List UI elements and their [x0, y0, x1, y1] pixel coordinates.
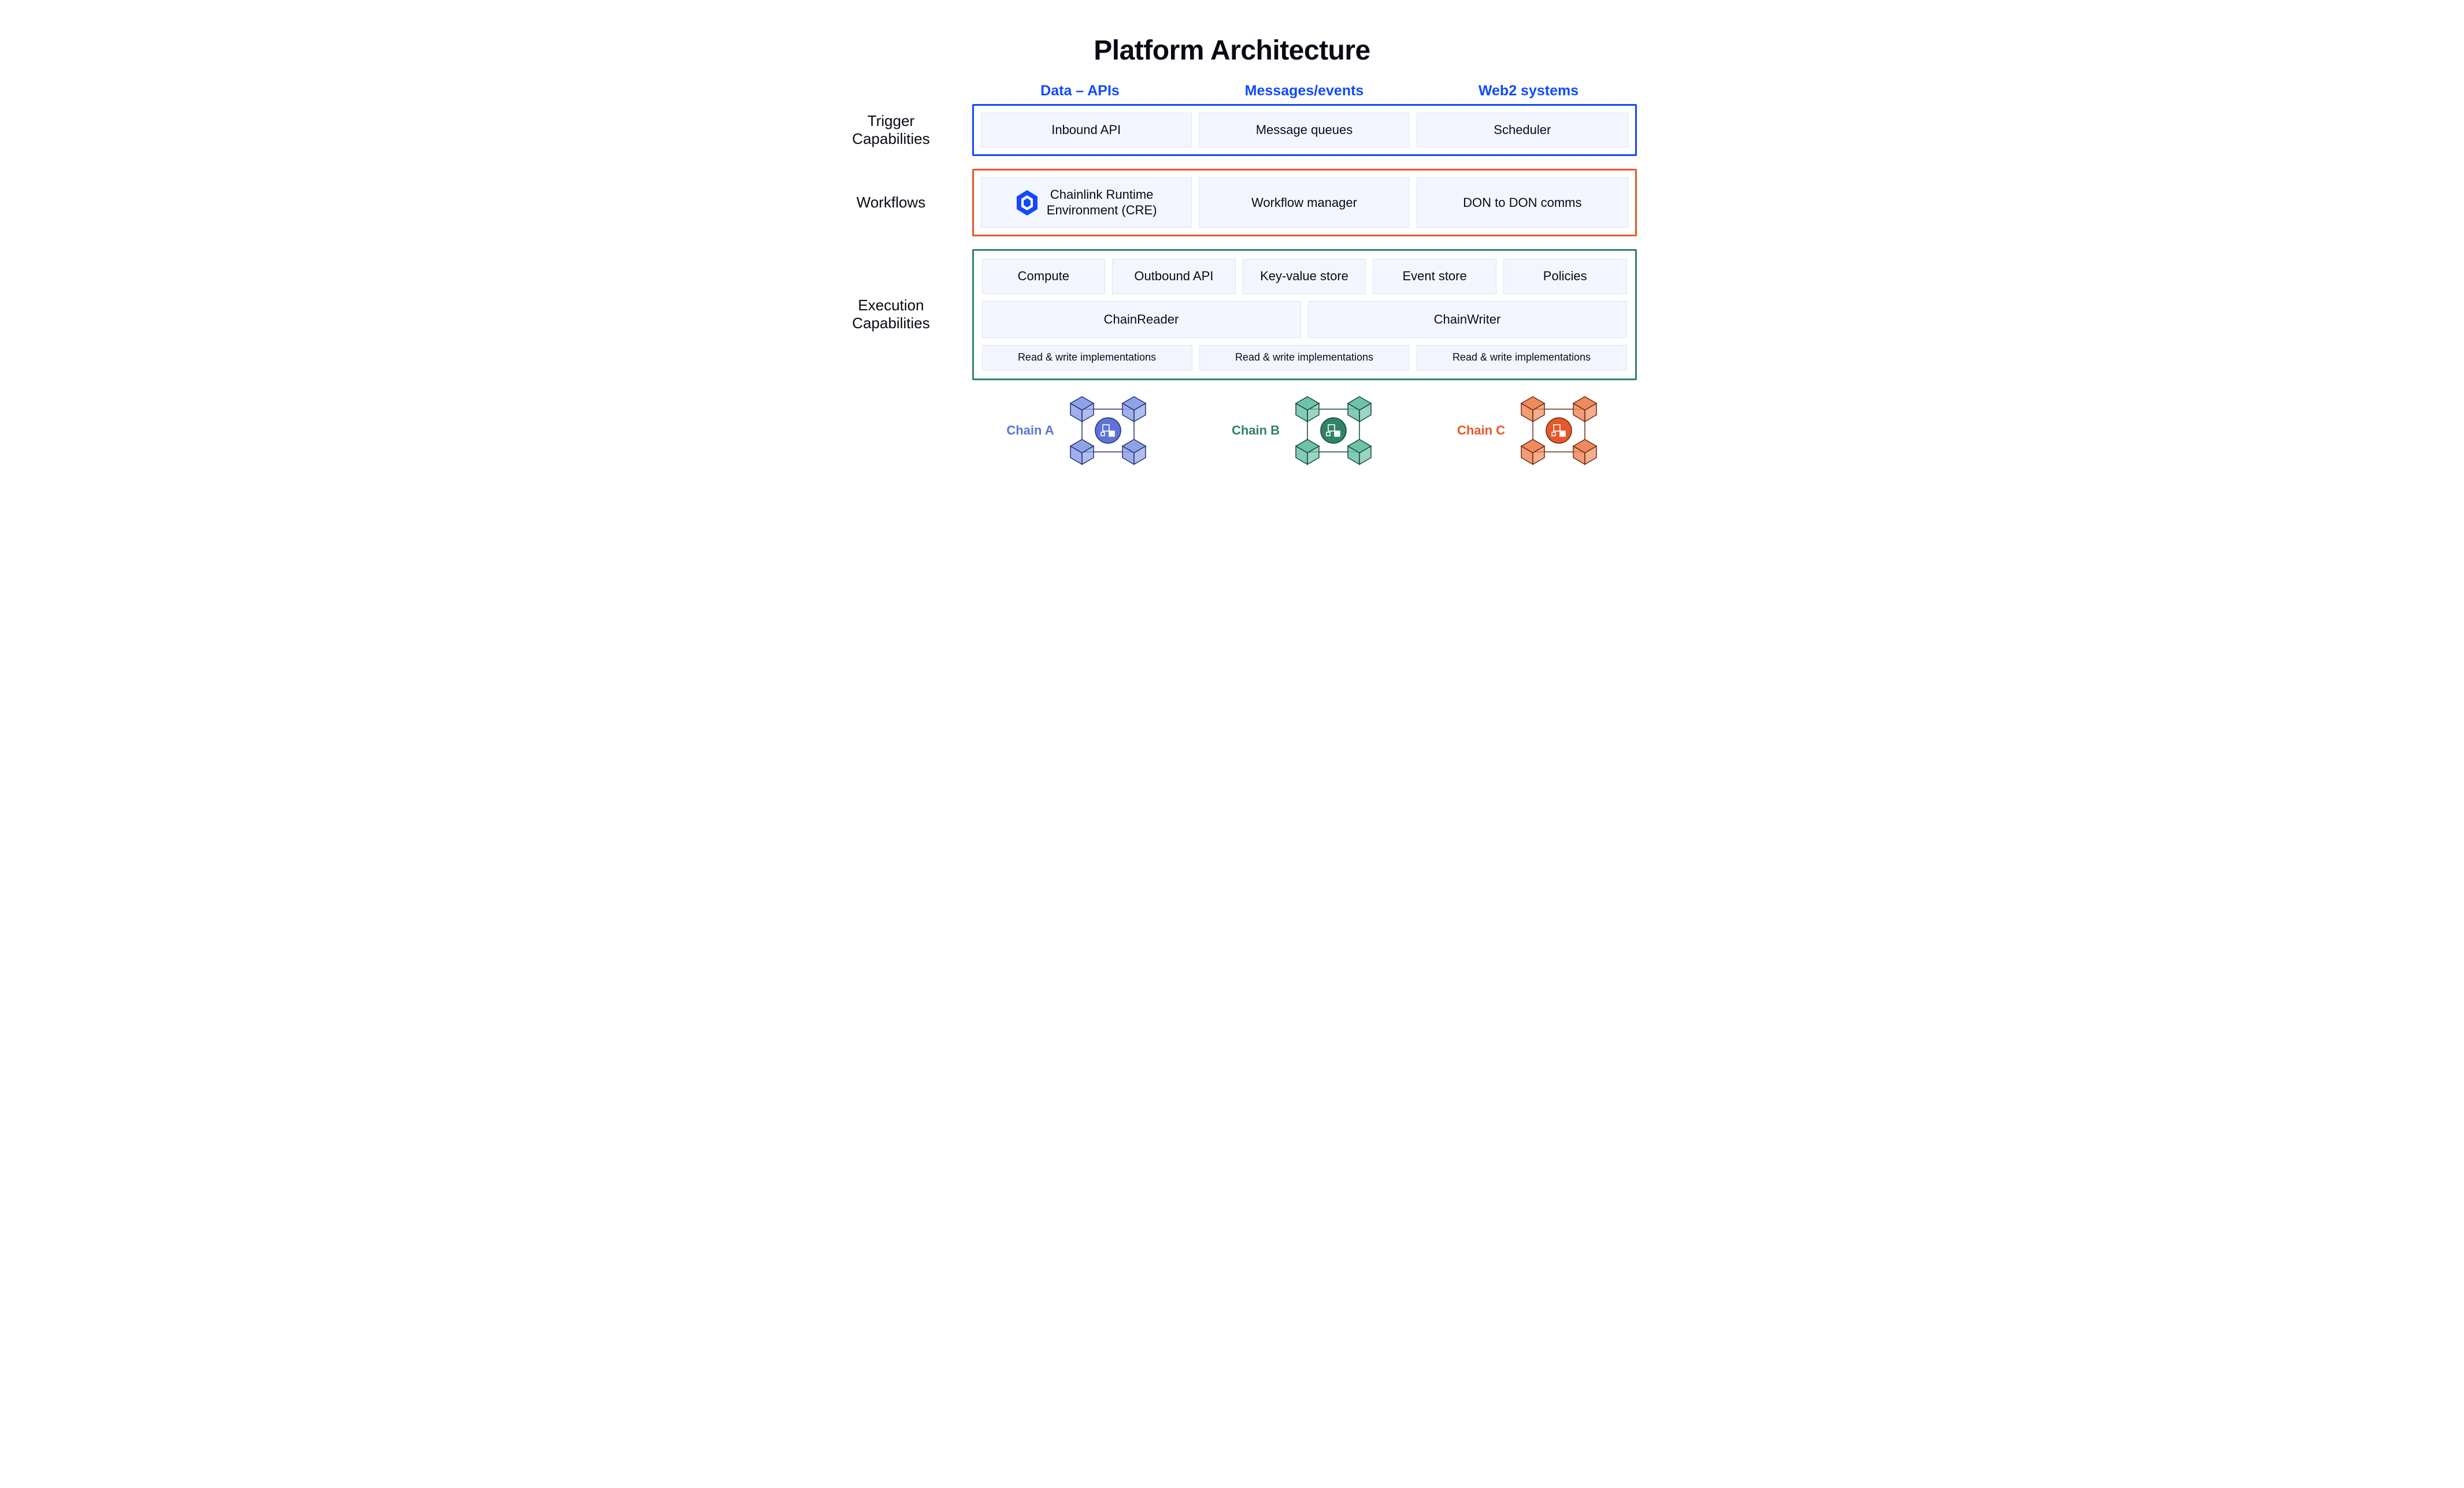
chain-cluster-icon — [1290, 393, 1377, 468]
chain-label: Chain B — [1232, 423, 1280, 438]
page-title: Platform Architecture — [828, 35, 1637, 66]
tile-cre-text: Chainlink Runtime Environment (CRE) — [1047, 187, 1157, 218]
column-headers-row: Data – APIs Messages/events Web2 systems — [828, 83, 1637, 99]
col-head-messages: Messages/events — [1196, 83, 1413, 99]
chain-label: Chain A — [1006, 423, 1054, 438]
chain-cluster-icon — [1065, 393, 1151, 468]
tier-execution-label-l1: Execution — [828, 296, 955, 314]
tile-kv-store: Key-value store — [1243, 259, 1366, 294]
tier-trigger-row: Trigger Capabilities Inbound API Message… — [828, 104, 1637, 156]
tile-workflow-manager: Workflow manager — [1199, 177, 1410, 228]
chains-row: Chain A Chain B Chain C — [828, 393, 1637, 468]
chain-item: Chain C — [1423, 393, 1637, 468]
tile-rw-impl-b: Read & write implementations — [1199, 345, 1410, 370]
tier-execution-frame: Compute Outbound API Key-value store Eve… — [972, 249, 1637, 380]
tile-cre-line2: Environment (CRE) — [1047, 203, 1157, 218]
diagram-root: Platform Architecture Data – APIs Messag… — [805, 0, 1660, 504]
tile-compute: Compute — [982, 259, 1106, 294]
chain-label: Chain C — [1457, 423, 1505, 438]
tier-execution-label-l2: Capabilities — [828, 314, 955, 332]
tier-trigger-label-l1: Trigger — [828, 112, 955, 130]
tier-workflows-row: Workflows Chainlink Runtime Environment … — [828, 169, 1637, 236]
chainlink-hex-icon — [1016, 190, 1039, 216]
tier-trigger-label: Trigger Capabilities — [828, 112, 955, 148]
tile-policies: Policies — [1503, 259, 1627, 294]
tile-rw-impl-a: Read & write implementations — [982, 345, 1192, 370]
tile-scheduler: Scheduler — [1417, 113, 1628, 147]
chain-cluster-icon — [1516, 393, 1602, 468]
tile-don-comms: DON to DON comms — [1417, 177, 1628, 228]
tile-message-queues: Message queues — [1199, 113, 1410, 147]
tile-event-store: Event store — [1373, 259, 1496, 294]
tile-inbound-api: Inbound API — [981, 113, 1192, 147]
tier-execution-row: Execution Capabilities Compute Outbound … — [828, 249, 1637, 380]
tier-trigger-label-l2: Capabilities — [828, 130, 955, 148]
chain-item: Chain B — [1198, 393, 1411, 468]
tile-chainwriter: ChainWriter — [1308, 301, 1627, 338]
tier-trigger-frame: Inbound API Message queues Scheduler — [972, 104, 1637, 156]
tile-cre-line1: Chainlink Runtime — [1047, 187, 1157, 202]
chain-item: Chain A — [972, 393, 1186, 468]
tile-chainreader: ChainReader — [982, 301, 1301, 338]
tier-execution-label: Execution Capabilities — [828, 296, 955, 332]
tile-cre: Chainlink Runtime Environment (CRE) — [981, 177, 1192, 228]
col-head-web2: Web2 systems — [1421, 83, 1637, 99]
col-head-data-apis: Data – APIs — [972, 83, 1188, 99]
tile-outbound-api: Outbound API — [1112, 259, 1236, 294]
tier-workflows-frame: Chainlink Runtime Environment (CRE) Work… — [972, 169, 1637, 236]
tile-rw-impl-c: Read & write implementations — [1417, 345, 1627, 370]
tier-workflows-label: Workflows — [828, 194, 955, 211]
